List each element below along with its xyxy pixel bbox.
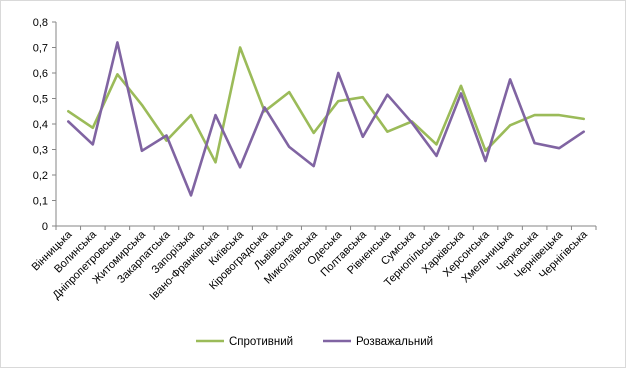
legend-label-2: Розважальний — [356, 336, 433, 348]
y-tick-label: 0,1 — [33, 196, 48, 208]
y-tick-label: 0,4 — [33, 119, 48, 131]
y-axis-ticks: 0 0,1 0,2 0,3 0,4 0,5 0,6 0,7 0,8 — [33, 17, 56, 233]
series-line-2 — [67, 41, 586, 197]
legend-label-1: Спротивний — [229, 336, 293, 348]
y-tick-label: 0 — [42, 221, 48, 233]
y-tick-label: 0,3 — [33, 145, 48, 157]
y-tick-label: 0,5 — [33, 94, 48, 106]
x-axis-ticks: ВінницькаВолинськаДніпропетровськаЖитоми… — [30, 226, 597, 303]
y-tick-label: 0,2 — [33, 170, 48, 182]
series-line-1 — [67, 46, 586, 164]
y-tick-label: 0,6 — [33, 68, 48, 80]
legend: Спротивний Розважальний — [196, 336, 433, 348]
series-lines — [67, 41, 586, 197]
y-tick-label: 0,7 — [33, 43, 48, 55]
y-tick-label: 0,8 — [33, 17, 48, 29]
